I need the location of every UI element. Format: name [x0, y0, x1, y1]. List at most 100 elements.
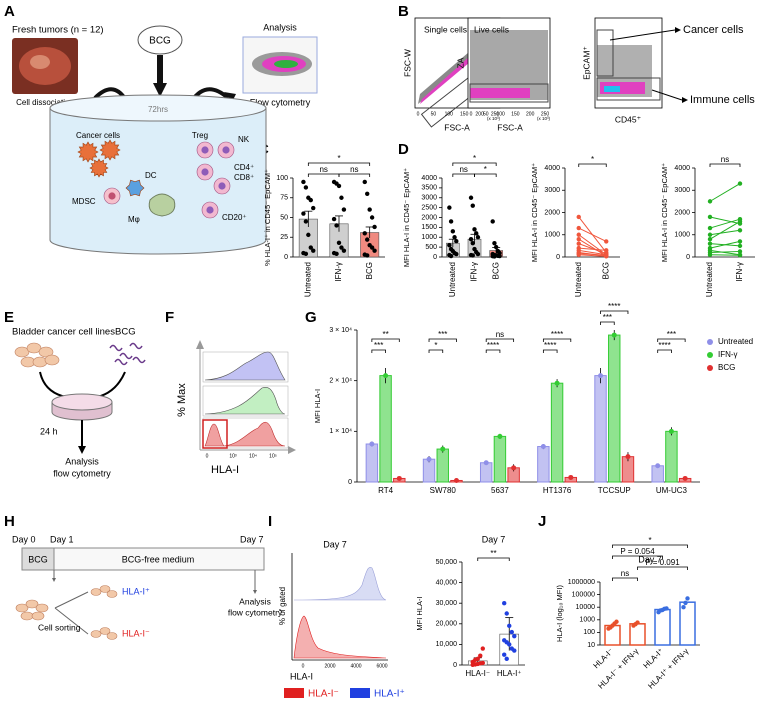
illustration [109, 344, 123, 352]
panel-label: A [4, 3, 15, 20]
legend-label: Untreated [718, 337, 753, 346]
x-tick-label: 5637 [491, 486, 509, 495]
bar [654, 608, 671, 646]
label: Cancer cells [683, 24, 744, 36]
label: 100 [445, 111, 454, 117]
significance-label: **** [551, 330, 563, 339]
illustration [14, 346, 30, 358]
significance-label: * [591, 155, 594, 164]
label: 4000 [350, 663, 361, 669]
data-point [341, 248, 347, 253]
data-point [448, 253, 454, 259]
significance-bracket [452, 173, 475, 177]
arrow [39, 371, 73, 399]
label: 24 h [40, 426, 58, 436]
significance-bracket [612, 555, 663, 559]
illustration [89, 158, 109, 178]
x-tick-label: UM-UC3 [656, 486, 688, 495]
bar [422, 458, 436, 483]
data-point [311, 248, 316, 253]
pair-line [578, 254, 607, 257]
mean-point [396, 475, 402, 481]
x-tick-label: IFN-γ [470, 262, 479, 282]
data-point [707, 199, 713, 204]
data-point [468, 237, 474, 242]
significance-bracket [709, 163, 741, 167]
x-tick-label: BCG [601, 262, 610, 279]
illustration [293, 615, 387, 659]
label: HLA-I [211, 464, 239, 476]
data-point [478, 653, 483, 658]
significance-bracket [428, 338, 457, 342]
illustration [90, 588, 102, 596]
illustration [15, 603, 29, 613]
label: Flow cytometry [250, 97, 311, 107]
y-tick-label: 3500 [421, 185, 437, 192]
bar [365, 443, 379, 483]
label: BCG-free medium [122, 554, 195, 564]
significance-label: P = 0.091 [645, 558, 680, 567]
label: Live cells [474, 24, 509, 34]
data-point [331, 216, 337, 222]
illustration [30, 55, 50, 69]
y-tick-label: 100 [583, 629, 595, 636]
y-tick-label: 10 [587, 642, 595, 649]
illustration [202, 419, 228, 449]
label: EpCAM⁺ [581, 46, 591, 80]
label: Cell dissociation [16, 98, 74, 107]
data-point [512, 648, 517, 653]
label: FSC-W [402, 49, 412, 77]
y-tick-label: 4000 [544, 165, 560, 172]
arrow-head [52, 578, 56, 582]
label: Immune cells [690, 94, 755, 106]
data-point [737, 228, 743, 233]
legend-label: HLA-I⁻ [308, 689, 339, 700]
data-point [492, 254, 497, 259]
y-tick-label: 0 [453, 662, 457, 669]
illustration [470, 88, 530, 98]
panel-label: G [305, 309, 317, 326]
data-point [475, 656, 480, 662]
mean-point [568, 474, 574, 480]
significance-label: P = 0.054 [620, 547, 655, 556]
data-point [604, 248, 609, 253]
illustration [201, 146, 209, 154]
label: 150 [511, 111, 520, 117]
panel-label: B [398, 3, 409, 20]
significance-bracket [307, 162, 371, 166]
data-point [685, 596, 690, 601]
data-point [336, 183, 342, 189]
data-point [707, 252, 713, 257]
y-axis-label: HLA-I (log₁₀ MFI) [555, 585, 564, 642]
data-point [576, 225, 581, 231]
x-tick-label: HLA-I⁻ [592, 647, 616, 671]
label: 100 [496, 111, 505, 117]
data-point [502, 652, 507, 657]
arrow [54, 607, 89, 635]
legend-swatch [350, 688, 370, 698]
y-tick-label: 25 [280, 234, 288, 241]
significance-bracket [578, 163, 607, 167]
y-tick-label: 2 × 10⁴ [329, 378, 352, 385]
data-point [576, 252, 581, 257]
data-point [737, 249, 743, 254]
data-point [737, 253, 743, 258]
data-point [507, 642, 512, 647]
illustration [218, 182, 226, 190]
y-tick-label: 500 [425, 244, 437, 251]
label: Day 7 [323, 539, 347, 549]
data-point [447, 242, 452, 248]
y-tick-label: 2500 [421, 204, 437, 211]
y-tick-label: 50 [280, 214, 288, 221]
y-tick-label: 1500 [421, 224, 437, 231]
illustration [26, 342, 42, 354]
mean-point [453, 477, 459, 483]
illustration [201, 168, 209, 176]
label: 0 [206, 453, 209, 459]
data-point [339, 195, 344, 200]
arrow-head [196, 340, 204, 349]
label: Day 7 [240, 534, 264, 544]
y-tick-label: 4000 [421, 175, 437, 182]
significance-label: ns [721, 155, 729, 164]
illustration [204, 351, 286, 381]
